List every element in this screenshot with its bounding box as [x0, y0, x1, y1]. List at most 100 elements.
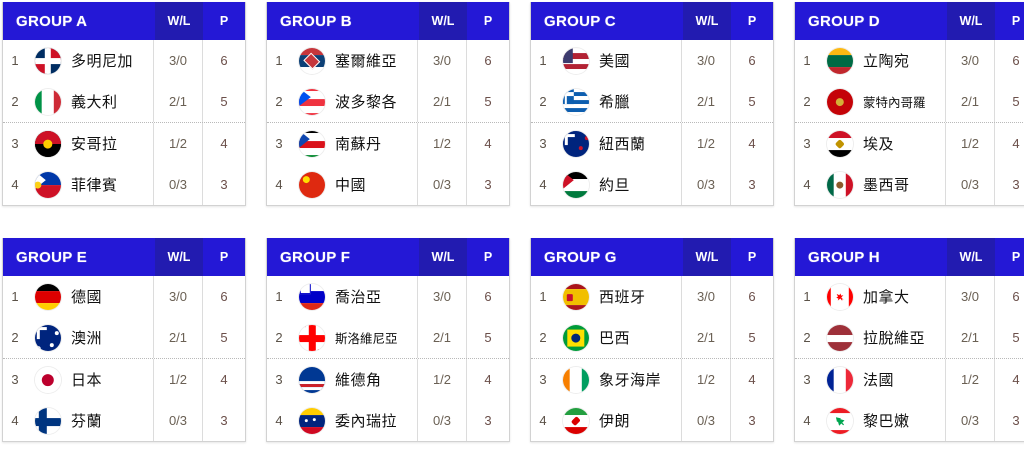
- row-team[interactable]: 南蘇丹: [291, 123, 418, 164]
- row-rank: 2: [803, 330, 811, 345]
- table-row[interactable]: 2 巴西 2/1 5: [531, 317, 773, 358]
- table-row[interactable]: 2 波多黎各 2/1 5: [267, 81, 509, 122]
- row-winloss: 2/1: [154, 81, 203, 122]
- row-points: 3: [1012, 177, 1020, 192]
- row-winloss: 2/1: [154, 317, 203, 358]
- table-row[interactable]: 1 美國 3/0 6: [531, 40, 773, 81]
- serbia-flag: [293, 42, 331, 79]
- group-table-f: GROUP F W/L P 1 喬治亞 3/0 6 2 斯洛維尼亞 2/1 5 3 維德角 1/2 4 4 委內…: [266, 238, 510, 442]
- group-table-body: 1 塞爾維亞 3/0 6 2 波多黎各 2/1 5 3 南蘇丹 1/2 4 4 中國 0/3 3: [267, 40, 509, 205]
- row-team[interactable]: 美國: [555, 40, 682, 81]
- table-row[interactable]: 3 南蘇丹 1/2 4: [267, 122, 509, 164]
- table-row[interactable]: 4 菲律賓 0/3 3: [3, 164, 245, 205]
- table-row[interactable]: 3 埃及 1/2 4: [795, 122, 1024, 164]
- mexico-flag: [821, 166, 859, 203]
- table-row[interactable]: 4 黎巴嫩 0/3 3: [795, 400, 1024, 441]
- table-row[interactable]: 2 澳洲 2/1 5: [3, 317, 245, 358]
- row-team[interactable]: 義大利: [27, 81, 154, 122]
- table-row[interactable]: 1 多明尼加 3/0 6: [3, 40, 245, 81]
- row-points: 3: [484, 413, 492, 428]
- column-header-points: P: [995, 238, 1024, 276]
- table-row[interactable]: 3 象牙海岸 1/2 4: [531, 358, 773, 400]
- row-team[interactable]: 伊朗: [555, 400, 682, 441]
- row-team[interactable]: 斯洛維尼亞: [291, 317, 418, 358]
- row-team-name: 紐西蘭: [599, 136, 646, 153]
- row-team[interactable]: 加拿大: [819, 276, 946, 317]
- table-row[interactable]: 4 委內瑞拉 0/3 3: [267, 400, 509, 441]
- row-team[interactable]: 喬治亞: [291, 276, 418, 317]
- row-team[interactable]: 約旦: [555, 164, 682, 205]
- row-winloss: 2/1: [418, 317, 467, 358]
- table-row[interactable]: 4 約旦 0/3 3: [531, 164, 773, 205]
- new-zealand-flag: [557, 125, 595, 162]
- row-winloss: 0/3: [946, 400, 995, 441]
- table-row[interactable]: 2 拉脫維亞 2/1 5: [795, 317, 1024, 358]
- row-team-name: 澳洲: [71, 330, 103, 347]
- table-row[interactable]: 1 德國 3/0 6: [3, 276, 245, 317]
- table-row[interactable]: 2 蒙特內哥羅 2/1 5: [795, 81, 1024, 122]
- row-team[interactable]: 塞爾維亞: [291, 40, 418, 81]
- group-table-header: GROUP H W/L P: [795, 238, 1024, 276]
- row-rank: 3: [803, 372, 811, 387]
- table-row[interactable]: 3 維德角 1/2 4: [267, 358, 509, 400]
- row-team-name: 法國: [863, 372, 895, 389]
- row-team[interactable]: 日本: [27, 359, 154, 400]
- row-team-name: 喬治亞: [335, 289, 382, 306]
- table-row[interactable]: 4 芬蘭 0/3 3: [3, 400, 245, 441]
- row-winloss: 0/3: [154, 400, 203, 441]
- row-points: 3: [220, 177, 228, 192]
- group-table-header: GROUP G W/L P: [531, 238, 773, 276]
- table-row[interactable]: 1 塞爾維亞 3/0 6: [267, 40, 509, 81]
- row-team[interactable]: 拉脫維亞: [819, 317, 946, 358]
- row-points: 6: [220, 53, 228, 68]
- row-team-name: 斯洛維尼亞: [335, 332, 398, 346]
- table-row[interactable]: 3 安哥拉 1/2 4: [3, 122, 245, 164]
- table-row[interactable]: 1 喬治亞 3/0 6: [267, 276, 509, 317]
- group-title: GROUP E: [16, 248, 88, 266]
- table-row[interactable]: 2 斯洛維尼亞 2/1 5: [267, 317, 509, 358]
- row-team[interactable]: 象牙海岸: [555, 359, 682, 400]
- table-row[interactable]: 3 紐西蘭 1/2 4: [531, 122, 773, 164]
- column-header-points: P: [467, 2, 509, 40]
- row-team[interactable]: 法國: [819, 359, 946, 400]
- table-row[interactable]: 2 希臘 2/1 5: [531, 81, 773, 122]
- row-team[interactable]: 委內瑞拉: [291, 400, 418, 441]
- table-row[interactable]: 2 義大利 2/1 5: [3, 81, 245, 122]
- row-team[interactable]: 蒙特內哥羅: [819, 81, 946, 122]
- table-row[interactable]: 3 日本 1/2 4: [3, 358, 245, 400]
- table-row[interactable]: 4 伊朗 0/3 3: [531, 400, 773, 441]
- table-row[interactable]: 4 中國 0/3 3: [267, 164, 509, 205]
- row-team[interactable]: 中國: [291, 164, 418, 205]
- row-points: 6: [1012, 289, 1020, 304]
- row-team[interactable]: 希臘: [555, 81, 682, 122]
- row-points: 6: [1012, 53, 1020, 68]
- ivory-coast-flag: [557, 361, 595, 398]
- row-team[interactable]: 巴西: [555, 317, 682, 358]
- row-team[interactable]: 埃及: [819, 123, 946, 164]
- table-row[interactable]: 1 西班牙 3/0 6: [531, 276, 773, 317]
- row-team[interactable]: 芬蘭: [27, 400, 154, 441]
- row-winloss: 3/0: [946, 40, 995, 81]
- finland-flag: [29, 402, 67, 439]
- row-team[interactable]: 立陶宛: [819, 40, 946, 81]
- row-team[interactable]: 黎巴嫩: [819, 400, 946, 441]
- table-row[interactable]: 1 立陶宛 3/0 6: [795, 40, 1024, 81]
- row-team[interactable]: 多明尼加: [27, 40, 154, 81]
- row-points: 6: [484, 289, 492, 304]
- table-row[interactable]: 3 法國 1/2 4: [795, 358, 1024, 400]
- table-row[interactable]: 4 墨西哥 0/3 3: [795, 164, 1024, 205]
- row-team[interactable]: 德國: [27, 276, 154, 317]
- row-team-name: 波多黎各: [335, 94, 398, 111]
- row-team[interactable]: 波多黎各: [291, 81, 418, 122]
- row-winloss: 3/0: [946, 276, 995, 317]
- row-team[interactable]: 西班牙: [555, 276, 682, 317]
- row-team[interactable]: 維德角: [291, 359, 418, 400]
- row-team[interactable]: 墨西哥: [819, 164, 946, 205]
- row-team[interactable]: 澳洲: [27, 317, 154, 358]
- row-team[interactable]: 紐西蘭: [555, 123, 682, 164]
- group-title: GROUP H: [808, 248, 880, 266]
- row-team[interactable]: 安哥拉: [27, 123, 154, 164]
- table-row[interactable]: 1 加拿大 3/0 6: [795, 276, 1024, 317]
- row-points: 5: [1012, 94, 1020, 109]
- row-team[interactable]: 菲律賓: [27, 164, 154, 205]
